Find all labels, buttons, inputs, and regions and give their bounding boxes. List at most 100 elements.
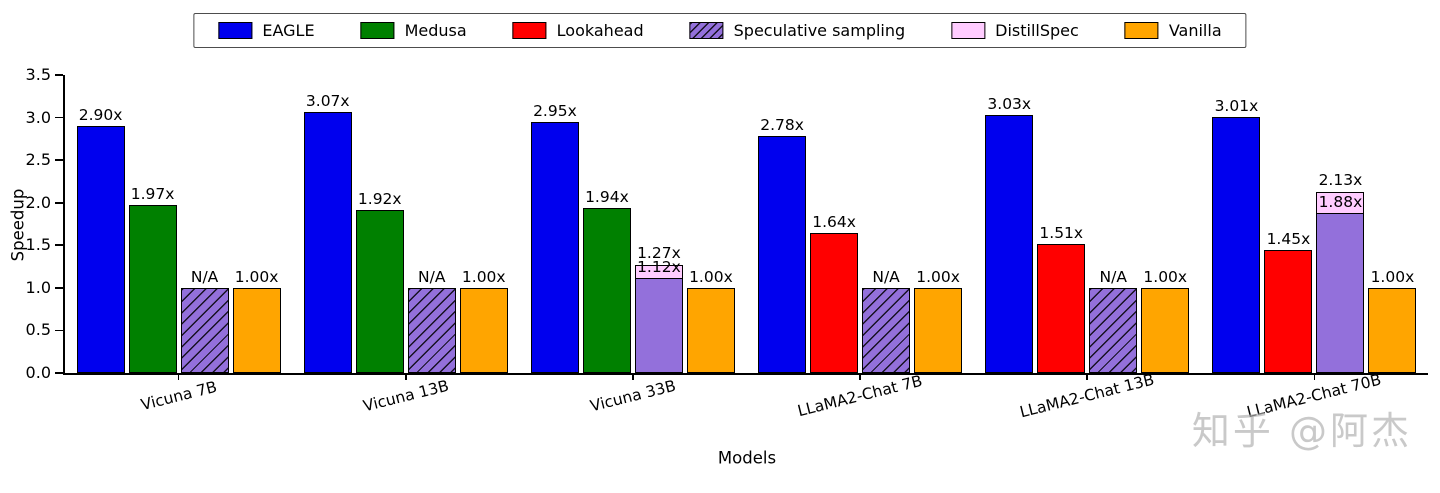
- y-tick-label: 1.0: [25, 277, 51, 297]
- bar-value-label: N/A: [190, 267, 219, 286]
- y-tick-mark: [55, 201, 63, 204]
- x-tick-mark: [404, 374, 407, 380]
- bar-value-label: 3.03x: [987, 95, 1032, 114]
- watermark: 知乎 @阿杰: [1191, 409, 1412, 453]
- x-axis-line: [63, 373, 1428, 375]
- bar-value-label: 2.90x: [78, 106, 123, 125]
- bar-value-label: 1.00x: [1143, 267, 1188, 286]
- y-tick-mark: [55, 372, 63, 374]
- bar-vanilla: [686, 287, 735, 373]
- bar-value-label: 1.00x: [689, 267, 733, 286]
- y-tick-mark: [55, 74, 63, 76]
- bar-lookahead: [810, 233, 859, 373]
- x-tick-mark: [632, 374, 634, 380]
- bar-lookahead: [1037, 244, 1086, 373]
- bar-vanilla: [232, 287, 281, 373]
- x-axis-category-label: Vicuna 33B: [588, 376, 678, 416]
- bar-value-label: 1.12x: [637, 257, 681, 276]
- y-tick-mark: [55, 329, 63, 332]
- bar-eagle: [1212, 116, 1261, 373]
- y-tick-label: 3.0: [25, 107, 51, 127]
- y-tick-label: 3.5: [25, 65, 51, 84]
- x-axis-category-label: Vicuna 7B: [138, 377, 219, 415]
- y-tick-label: 0.0: [25, 363, 51, 382]
- y-tick-mark: [55, 244, 63, 247]
- bar-lookahead: [1264, 249, 1313, 373]
- legend-label: DistillSpec: [995, 21, 1079, 40]
- y-tick-mark: [55, 116, 63, 119]
- legend-swatch-eagle: [218, 22, 253, 39]
- legend-label: Medusa: [404, 21, 467, 40]
- bar-speculative-sampling: [407, 287, 456, 373]
- bar-value-label: 2.78x: [760, 116, 804, 135]
- bar-speculative-sampling: [1316, 212, 1365, 373]
- bar-value-label: 2.13x: [1318, 170, 1363, 189]
- legend-swatch-medusa: [360, 22, 395, 39]
- bar-value-label: 1.64x: [812, 213, 856, 232]
- bar-value-label: 1.00x: [916, 267, 960, 286]
- bar-value-label: 1.00x: [234, 267, 279, 286]
- legend-label: Lookahead: [556, 21, 644, 40]
- bar-value-label: 1.00x: [1370, 267, 1415, 286]
- bar-vanilla: [1368, 287, 1417, 373]
- legend-swatch-distillspec: [951, 22, 986, 39]
- bar-eagle: [530, 121, 579, 373]
- legend-item-lookahead: Lookahead: [512, 21, 644, 40]
- bar-eagle: [303, 111, 352, 373]
- x-tick-mark: [859, 374, 861, 380]
- bar-value-label: 1.51x: [1039, 224, 1084, 243]
- bar-value-label: 1.92x: [357, 189, 402, 208]
- y-tick-label: 2.5: [25, 150, 51, 170]
- y-tick-label: 2.0: [25, 192, 51, 212]
- bar-value-label: N/A: [872, 267, 900, 286]
- bar-value-label: 3.07x: [305, 91, 350, 110]
- y-tick-label: 1.5: [25, 235, 51, 255]
- x-axis-category-label: Vicuna 13B: [361, 376, 451, 416]
- bar-value-label: 3.01x: [1214, 96, 1259, 115]
- bar-medusa: [128, 205, 177, 373]
- legend-label: Speculative sampling: [733, 21, 906, 40]
- bar-eagle: [758, 136, 807, 373]
- bar-speculative-sampling: [1089, 287, 1138, 373]
- x-tick-mark: [1086, 374, 1089, 380]
- legend-label: Vanilla: [1168, 21, 1222, 40]
- legend-swatch-vanilla: [1124, 22, 1159, 39]
- bar-value-label: N/A: [418, 267, 446, 286]
- bar-value-label: 1.94x: [585, 187, 629, 206]
- bar-value-label: 1.97x: [130, 185, 175, 204]
- bar-speculative-sampling: [180, 287, 229, 373]
- x-tick-mark: [1313, 374, 1316, 380]
- x-tick-mark: [177, 374, 180, 380]
- bar-medusa: [582, 207, 631, 373]
- legend-swatch-speculative-sampling: [689, 22, 724, 39]
- bar-eagle: [76, 126, 125, 373]
- bar-value-label: 1.45x: [1266, 229, 1311, 248]
- x-axis-title: Models: [717, 448, 777, 468]
- legend-item-vanilla: Vanilla: [1124, 21, 1222, 40]
- bar-value-label: N/A: [1099, 267, 1127, 286]
- bar-value-label: 1.27x: [637, 243, 681, 262]
- bar-vanilla: [914, 287, 963, 373]
- bar-medusa: [355, 209, 404, 373]
- y-tick-mark: [55, 159, 63, 161]
- legend: EAGLE Medusa Lookahead Speculative sampling…: [193, 13, 1247, 48]
- legend-item-eagle: EAGLE: [218, 21, 315, 40]
- y-tick-mark: [55, 287, 63, 289]
- legend-item-distillspec: DistillSpec: [951, 21, 1079, 40]
- bar-value-label: 1.88x: [1318, 192, 1363, 211]
- y-tick-label: 0.5: [25, 320, 51, 340]
- legend-label: EAGLE: [262, 21, 315, 40]
- bar-value-label: 1.00x: [461, 267, 506, 286]
- y-axis-line: [63, 75, 65, 373]
- legend-swatch-lookahead: [512, 22, 547, 39]
- bar-vanilla: [459, 287, 508, 373]
- bar-eagle: [985, 115, 1034, 373]
- bar-vanilla: [1141, 287, 1190, 373]
- bar-speculative-sampling: [634, 277, 683, 373]
- legend-item-speculative-sampling: Speculative sampling: [689, 21, 906, 40]
- bar-value-label: 2.95x: [533, 101, 577, 120]
- bar-speculative-sampling: [862, 287, 911, 373]
- legend-item-medusa: Medusa: [360, 21, 467, 40]
